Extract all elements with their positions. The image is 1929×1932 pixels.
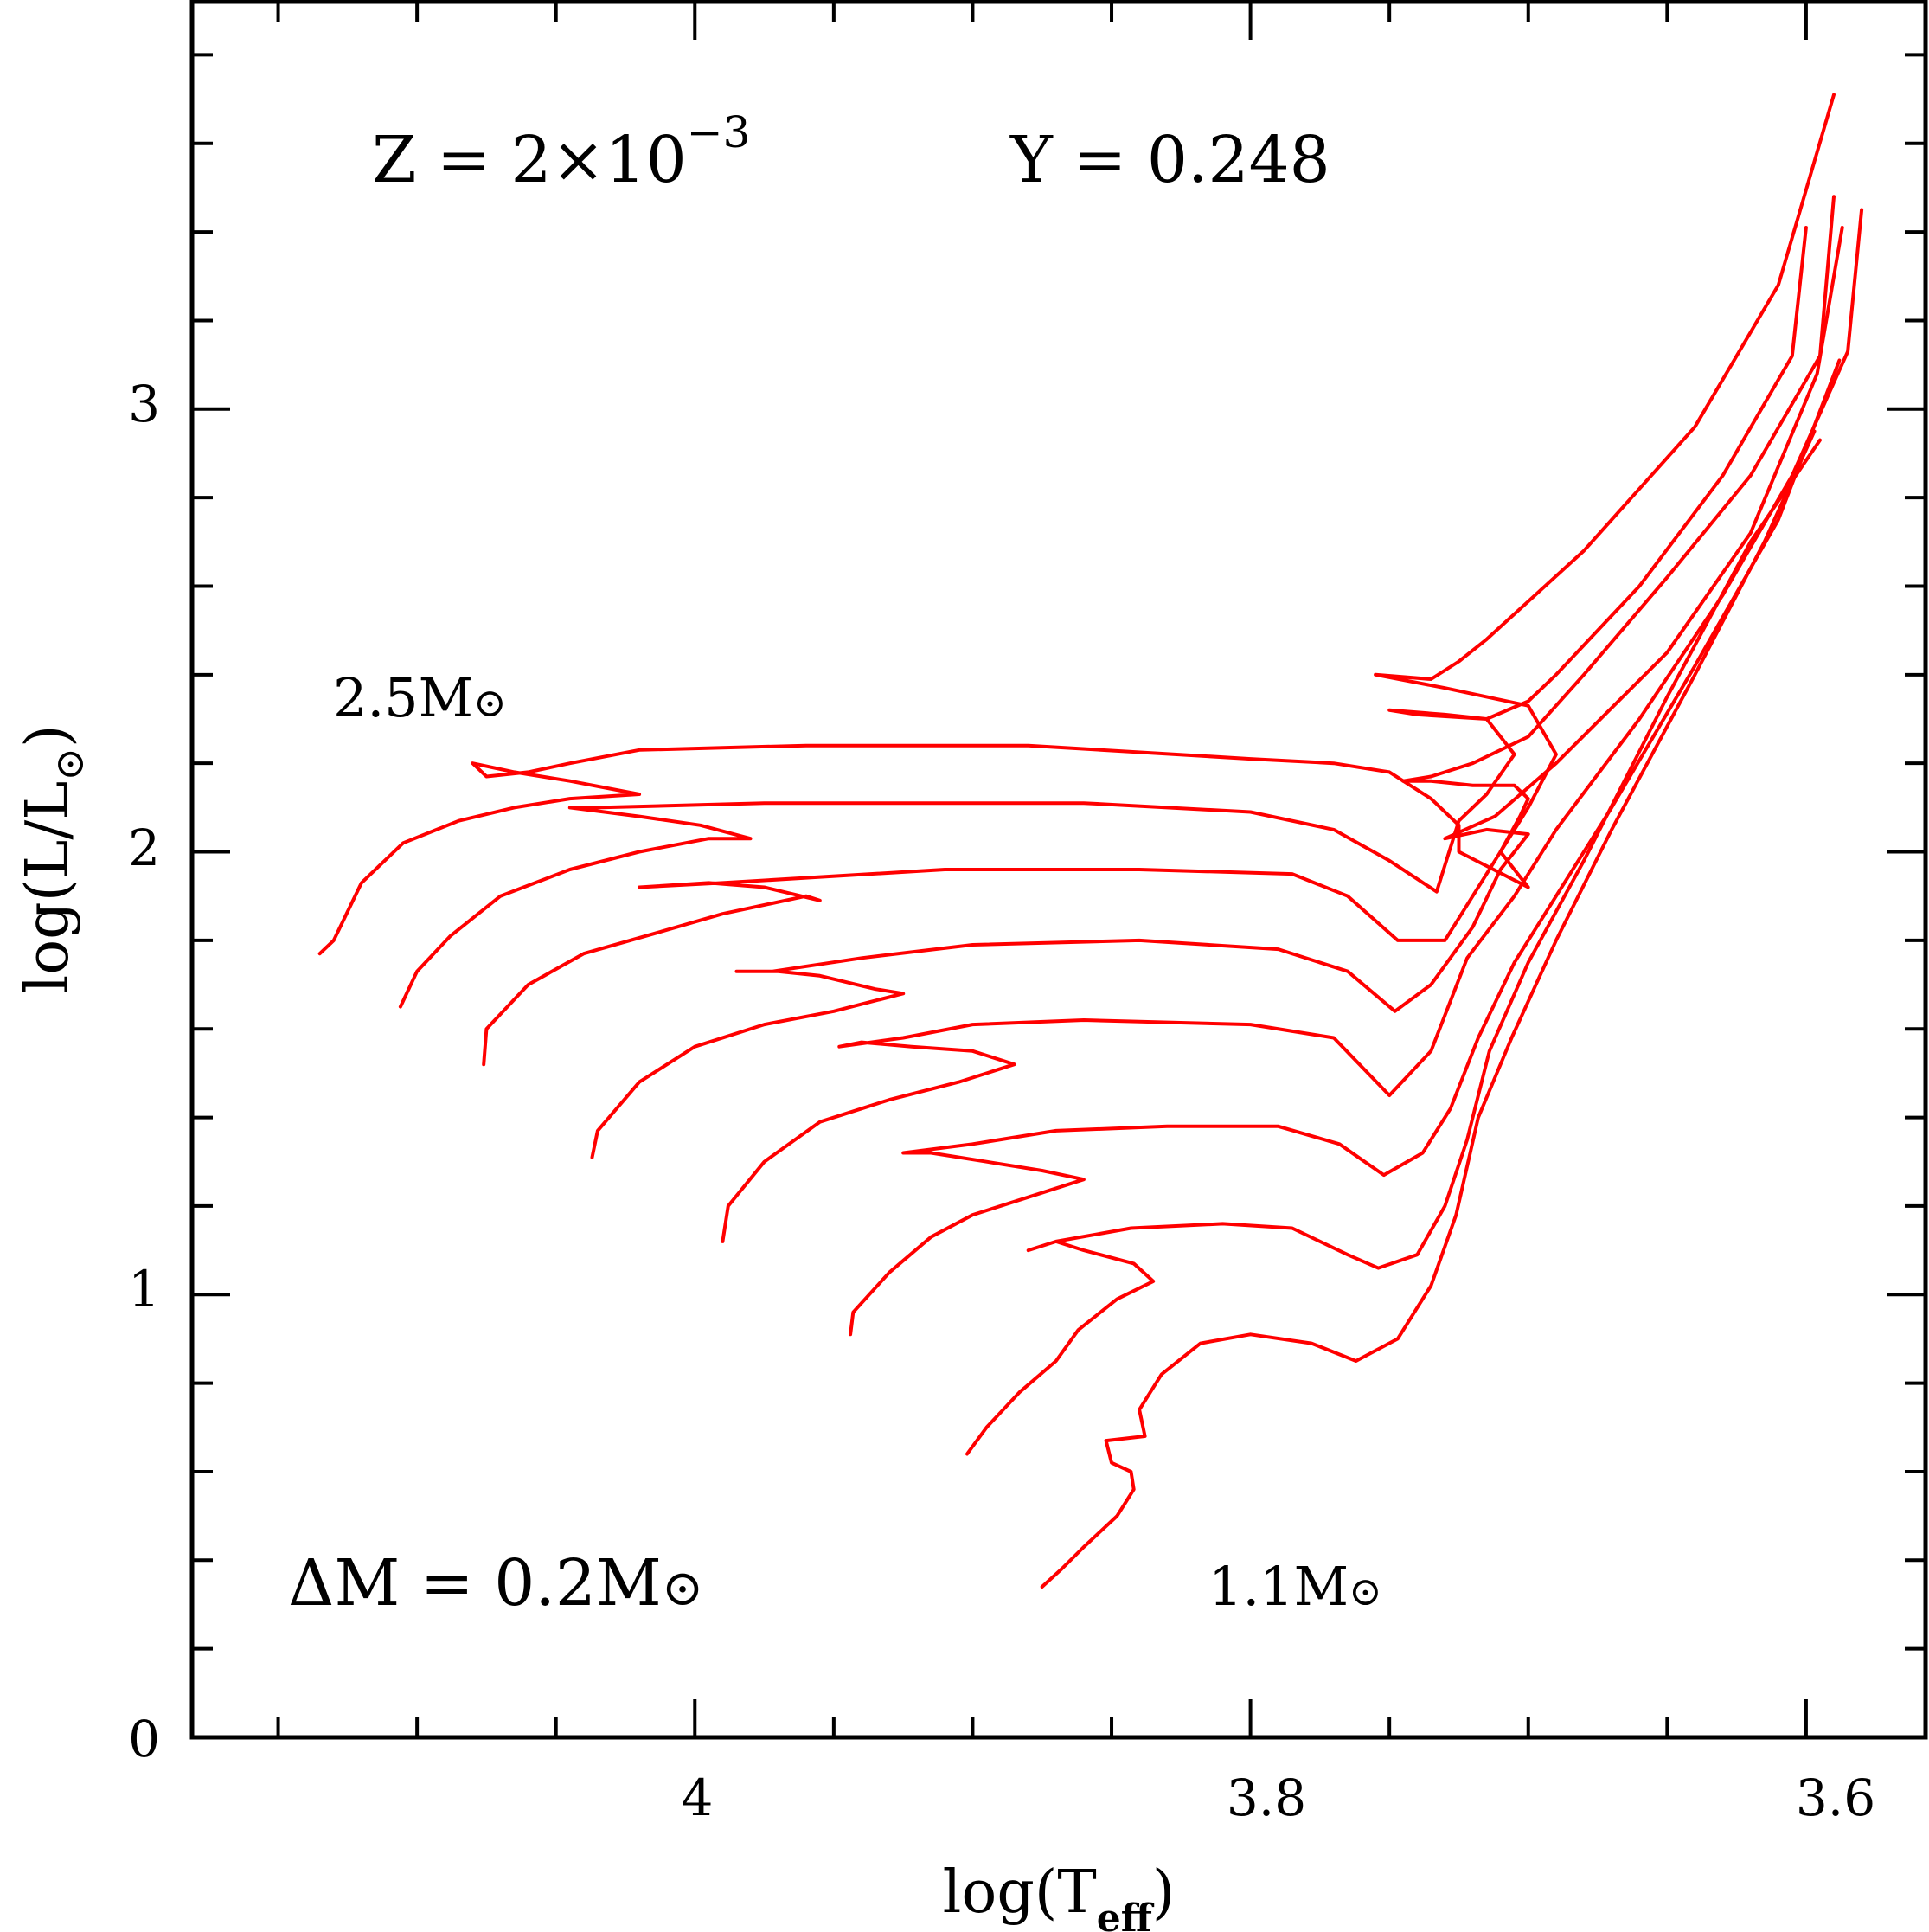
y-tick-label-1: 1	[128, 1260, 160, 1319]
axis-ticks	[192, 2, 1926, 1737]
bottom-mass-label: 1.1M⊙	[1208, 1555, 1382, 1618]
plot-frame	[189, 0, 1928, 1740]
track-2-5-msun	[317, 93, 1836, 956]
y-tick-label-3: 3	[128, 375, 160, 433]
track-2-1-msun	[482, 195, 1836, 1067]
x-axis-label: log(Teff)	[943, 1858, 1176, 1932]
x-tick-label-4: 4	[682, 1768, 714, 1827]
track-2-3-msun	[398, 226, 1808, 1009]
x-tick-label-3-8: 3.8	[1227, 1768, 1306, 1827]
y-tick-label-0: 0	[128, 1710, 160, 1768]
track-1-7-msun	[721, 208, 1864, 1243]
track-1-1-msun	[1040, 429, 1817, 1589]
x-tick-label-3-6: 3.6	[1796, 1768, 1875, 1827]
track-1-9-msun	[590, 226, 1844, 1159]
evolutionary-tracks	[317, 93, 1864, 1589]
top-mass-label: 2.5M⊙	[333, 666, 507, 729]
track-1-5-msun	[849, 358, 1842, 1337]
y-axis-label: log(L/L⊙)	[14, 724, 93, 993]
mass-step-annotation: ΔM = 0.2M⊙	[288, 1546, 703, 1621]
y-tick-label-2: 2	[128, 818, 160, 877]
metallicity-annotation: Z = 2×10−3	[372, 107, 750, 197]
track-1-3-msun	[965, 438, 1822, 1456]
helium-annotation: Y = 0.248	[1009, 123, 1330, 197]
